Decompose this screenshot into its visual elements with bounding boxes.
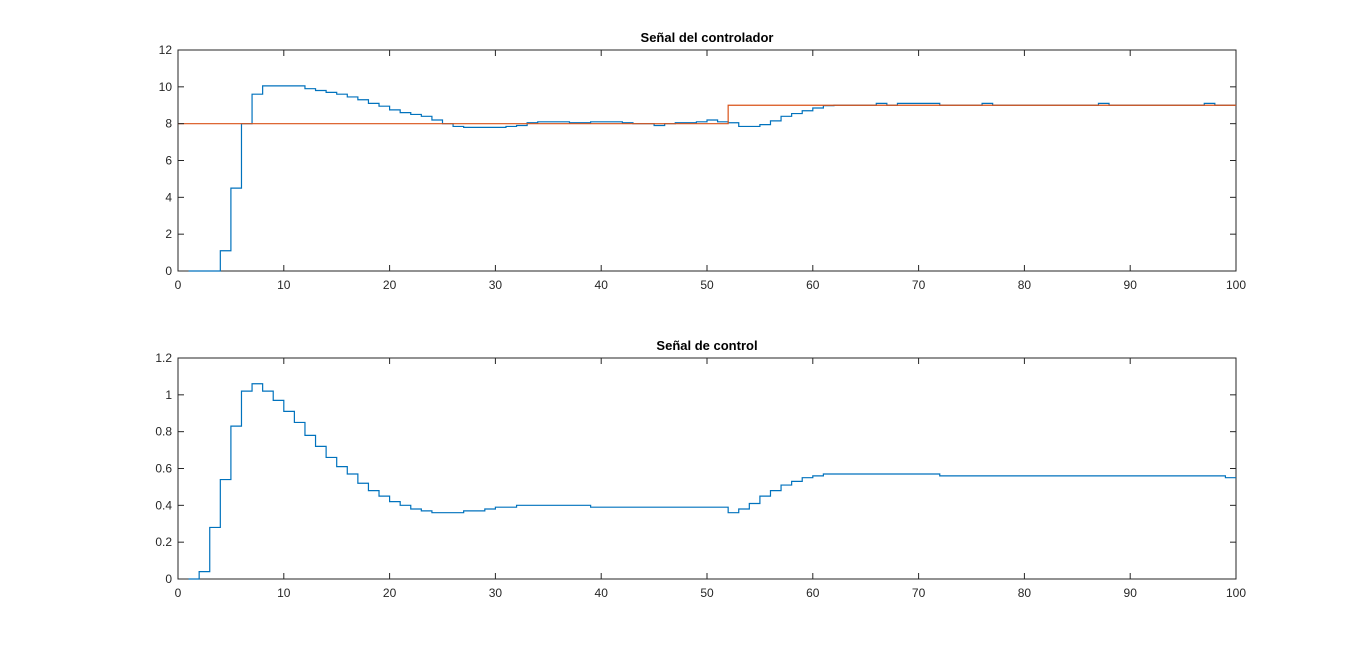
x-tick-label: 50 <box>700 586 714 600</box>
x-tick-label: 10 <box>277 586 291 600</box>
x-tick-label: 60 <box>806 278 820 292</box>
x-tick-label: 20 <box>383 586 397 600</box>
x-tick-label: 80 <box>1018 586 1032 600</box>
y-tick-label: 12 <box>159 43 173 57</box>
x-tick-label: 20 <box>383 278 397 292</box>
y-tick-label: 0.6 <box>155 462 172 476</box>
x-tick-label: 100 <box>1226 278 1246 292</box>
x-tick-label: 70 <box>912 586 926 600</box>
x-tick-label: 40 <box>595 586 609 600</box>
chart-title: Señal de control <box>656 338 757 353</box>
y-tick-label: 0 <box>165 264 172 278</box>
chart-title: Señal del controlador <box>641 30 774 45</box>
y-tick-label: 2 <box>165 227 172 241</box>
x-tick-label: 50 <box>700 278 714 292</box>
y-tick-label: 10 <box>159 80 173 94</box>
subplot-control-signal: Señal de control 0 10 20 30 40 50 60 70 80 90 1000… <box>155 338 1246 600</box>
series-line-1 <box>178 104 1236 125</box>
plot-area <box>177 357 1237 580</box>
x-tick-label: 0 <box>175 586 182 600</box>
x-tick-label: 80 <box>1018 278 1032 292</box>
x-tick-label: 0 <box>175 278 182 292</box>
y-tick-label: 4 <box>165 190 172 204</box>
y-tick-label: 1 <box>165 388 172 402</box>
x-tick-label: 40 <box>595 278 609 292</box>
plot-area <box>177 49 1237 272</box>
y-tick-label: 0.2 <box>155 535 172 549</box>
x-tick-label: 10 <box>277 278 291 292</box>
x-tick-label: 70 <box>912 278 926 292</box>
plot-layer: 0 10 20 30 40 50 60 70 80 90 100 0 2 4 6 8 10 12 <box>159 43 1247 292</box>
y-tick-label: 1.2 <box>155 351 172 365</box>
y-tick-label: 8 <box>165 117 172 131</box>
plot-layer: 0 10 20 30 40 50 60 70 80 90 100 0 0.2 0.4 0.6 0.8 1 1.2 <box>155 351 1246 600</box>
x-tick-label: 90 <box>1124 278 1138 292</box>
y-tick-label: 6 <box>165 154 172 168</box>
x-tick-label: 90 <box>1124 586 1138 600</box>
y-tick-label: 0.4 <box>155 498 172 512</box>
subplot-controller-signal: Señal del controlador 0 10 20 30 40 50 60 70 80 9… <box>159 30 1247 292</box>
y-tick-label: 0.8 <box>155 425 172 439</box>
y-tick-label: 0 <box>165 572 172 586</box>
x-tick-label: 30 <box>489 278 503 292</box>
x-tick-label: 100 <box>1226 586 1246 600</box>
x-tick-label: 60 <box>806 586 820 600</box>
x-tick-label: 30 <box>489 586 503 600</box>
series-line-0 <box>188 383 1236 580</box>
